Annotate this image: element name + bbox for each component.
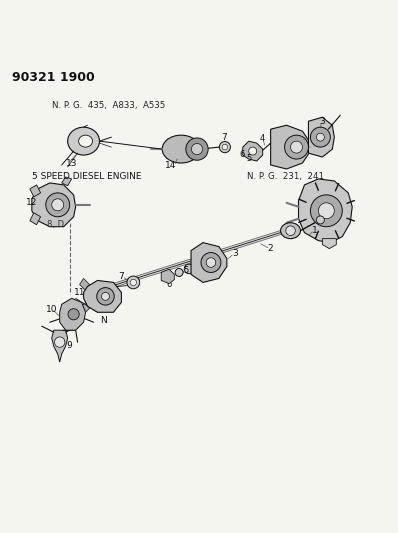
Text: 4: 4 xyxy=(194,261,200,270)
Polygon shape xyxy=(191,243,227,282)
Text: N. P. G.  435,  A833,  A535: N. P. G. 435, A833, A535 xyxy=(52,101,165,110)
Polygon shape xyxy=(32,183,76,227)
Circle shape xyxy=(186,138,208,160)
Circle shape xyxy=(175,269,183,277)
Polygon shape xyxy=(322,239,336,248)
Text: 3: 3 xyxy=(232,249,238,259)
Polygon shape xyxy=(243,141,263,161)
Ellipse shape xyxy=(68,127,100,155)
Polygon shape xyxy=(271,125,310,169)
Circle shape xyxy=(191,143,203,155)
Circle shape xyxy=(291,141,302,153)
Circle shape xyxy=(130,279,137,286)
Text: 6: 6 xyxy=(166,280,172,289)
Polygon shape xyxy=(30,213,41,225)
Text: 10: 10 xyxy=(46,305,57,314)
Text: 4: 4 xyxy=(259,134,265,143)
Polygon shape xyxy=(298,179,352,243)
Circle shape xyxy=(316,133,324,141)
Text: 7: 7 xyxy=(119,272,124,281)
Circle shape xyxy=(184,264,194,273)
Polygon shape xyxy=(84,280,121,312)
Text: 13: 13 xyxy=(66,158,77,167)
Circle shape xyxy=(201,253,221,272)
Circle shape xyxy=(316,216,324,224)
Circle shape xyxy=(46,193,70,217)
Text: 12: 12 xyxy=(26,198,37,207)
Circle shape xyxy=(249,147,257,155)
Text: 1: 1 xyxy=(312,226,317,235)
Text: 90321 1900: 90321 1900 xyxy=(12,71,95,84)
Ellipse shape xyxy=(281,223,300,239)
Circle shape xyxy=(286,226,295,236)
Circle shape xyxy=(55,337,65,348)
Polygon shape xyxy=(30,185,41,197)
Circle shape xyxy=(285,135,308,159)
Polygon shape xyxy=(62,177,72,185)
Circle shape xyxy=(127,276,140,289)
Circle shape xyxy=(101,293,109,300)
Text: 14: 14 xyxy=(166,160,177,169)
Polygon shape xyxy=(308,117,334,157)
Ellipse shape xyxy=(78,135,92,147)
Text: 3: 3 xyxy=(320,117,325,126)
Circle shape xyxy=(206,258,216,267)
Circle shape xyxy=(222,144,228,150)
Text: N: N xyxy=(100,316,107,325)
Text: N. P. G.  231,  241: N. P. G. 231, 241 xyxy=(247,173,324,181)
Ellipse shape xyxy=(162,135,200,163)
Polygon shape xyxy=(52,330,68,362)
Polygon shape xyxy=(80,278,90,290)
Text: 11: 11 xyxy=(74,288,85,297)
Text: 9: 9 xyxy=(67,341,72,350)
Circle shape xyxy=(310,127,330,147)
Polygon shape xyxy=(60,298,86,330)
Text: 5: 5 xyxy=(246,154,252,163)
Text: 5 SPEED DIESEL ENGINE: 5 SPEED DIESEL ENGINE xyxy=(32,173,141,181)
Circle shape xyxy=(310,195,342,227)
Circle shape xyxy=(52,199,64,211)
Circle shape xyxy=(97,288,114,305)
Circle shape xyxy=(219,142,230,152)
Circle shape xyxy=(68,309,79,320)
Polygon shape xyxy=(80,302,90,314)
Polygon shape xyxy=(161,269,174,284)
Text: 7: 7 xyxy=(221,133,227,142)
Circle shape xyxy=(318,203,334,219)
Text: 6: 6 xyxy=(239,150,244,159)
Text: 5: 5 xyxy=(183,266,189,275)
Text: 2: 2 xyxy=(268,244,273,253)
Text: 8, D: 8, D xyxy=(47,220,64,229)
